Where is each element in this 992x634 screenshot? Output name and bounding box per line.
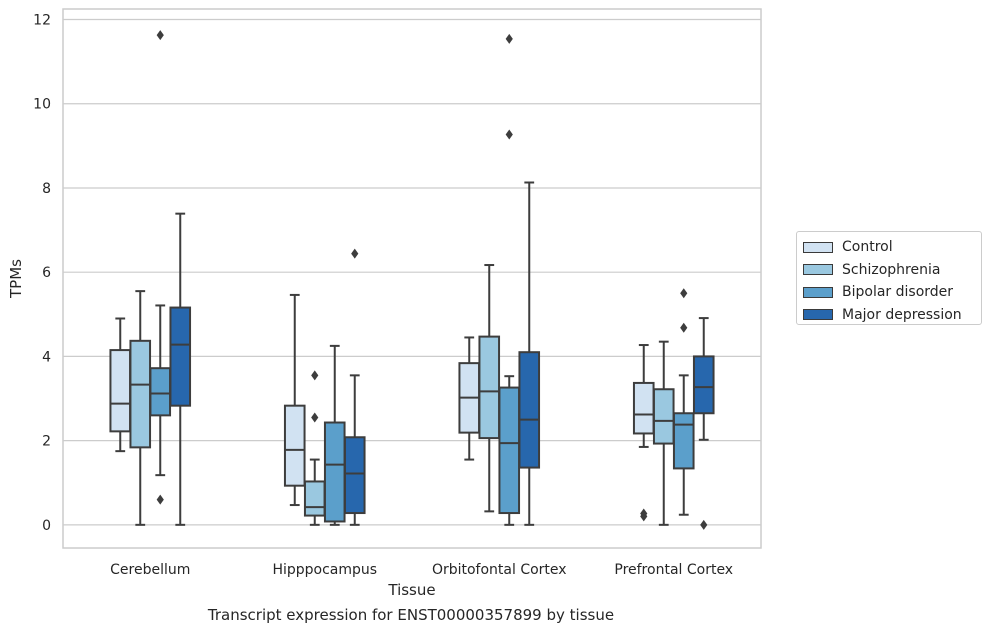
outlier-point xyxy=(156,494,164,505)
box-major-depression xyxy=(169,306,192,407)
box-bipolar-disorder xyxy=(149,367,172,417)
outlier-point xyxy=(640,511,648,522)
x-tick-label: Hipppocampus xyxy=(272,562,377,578)
y-tick-label: 8 xyxy=(42,181,51,197)
legend-swatch xyxy=(803,286,833,298)
box-schizophrenia xyxy=(478,335,501,440)
legend-item: Bipolar disorder xyxy=(803,281,981,304)
box-schizophrenia xyxy=(129,339,152,449)
y-tick-label: 6 xyxy=(42,265,51,281)
y-tick-label: 4 xyxy=(42,349,51,365)
legend-label: Bipolar disorder xyxy=(842,284,954,301)
box-major-depression xyxy=(343,436,366,515)
outlier-point xyxy=(680,288,688,299)
legend-item: Control xyxy=(803,236,981,259)
box-schizophrenia xyxy=(652,388,675,445)
legend-item: Major depression xyxy=(803,304,981,327)
box-major-depression xyxy=(518,351,541,469)
x-tick-label: Prefrontal Cortex xyxy=(614,562,733,578)
outlier-point xyxy=(156,30,164,41)
box-control xyxy=(632,381,655,435)
y-tick-label: 10 xyxy=(33,97,51,113)
x-tick-label: Orbitofontal Cortex xyxy=(432,562,567,578)
legend-label: Schizophrenia xyxy=(842,261,941,278)
outlier-point xyxy=(505,33,513,44)
y-tick-label: 0 xyxy=(42,518,51,534)
outlier-point xyxy=(505,129,513,140)
outlier-point xyxy=(311,412,319,423)
plot-frame xyxy=(62,8,762,549)
outlier-point xyxy=(700,519,708,530)
box-major-depression xyxy=(692,355,715,415)
legend-swatch xyxy=(803,309,833,321)
outlier-point xyxy=(680,322,688,333)
legend-item: Schizophrenia xyxy=(803,259,981,282)
x-axis-title: Tissue xyxy=(387,581,435,599)
legend-label: Major depression xyxy=(842,306,962,323)
y-tick-label: 2 xyxy=(42,434,51,450)
box-bipolar-disorder xyxy=(672,412,695,470)
legend-label: Control xyxy=(842,239,893,256)
legend: Control Schizophrenia Bipolar disorder Majo… xyxy=(796,231,982,325)
box-schizophrenia xyxy=(303,480,326,517)
box-control xyxy=(109,349,132,433)
legend-swatch xyxy=(803,241,833,253)
outlier-point xyxy=(351,248,359,259)
y-tick-label: 12 xyxy=(33,13,51,29)
box-bipolar-disorder xyxy=(498,386,521,515)
box-bipolar-disorder xyxy=(323,421,346,523)
chart-caption: Transcript expression for ENST0000035789… xyxy=(207,606,615,624)
x-tick-label: Cerebellum xyxy=(110,562,190,578)
box-control xyxy=(283,404,306,487)
outlier-point xyxy=(311,370,319,381)
y-axis-title: TPMs xyxy=(7,259,25,299)
legend-swatch xyxy=(803,264,833,276)
